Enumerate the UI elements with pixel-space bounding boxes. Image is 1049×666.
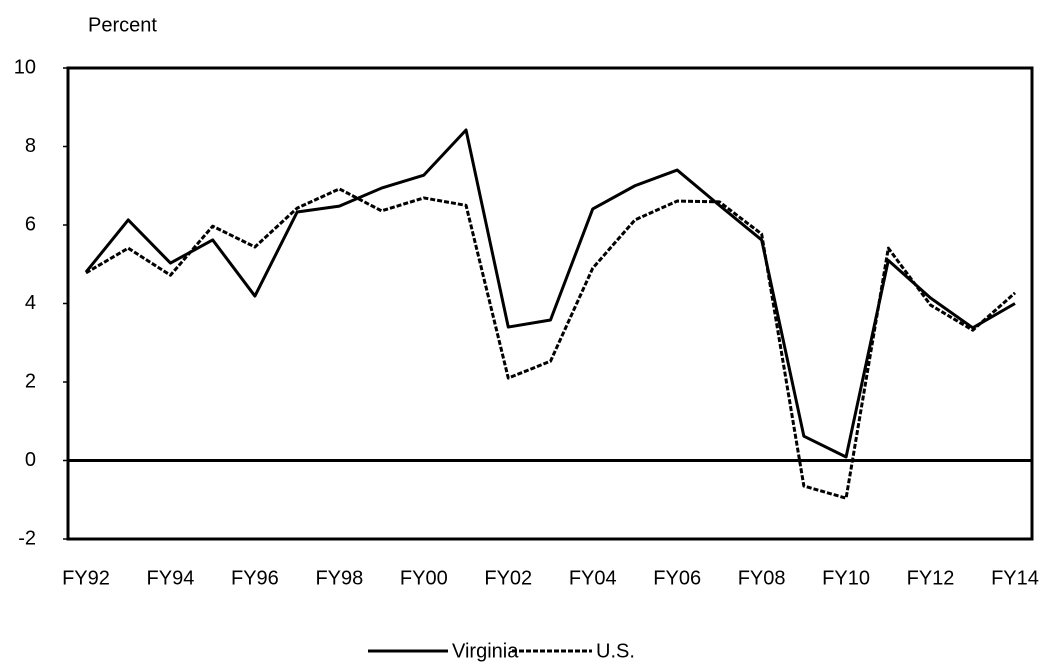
legend-label: U.S. [596, 640, 635, 662]
x-tick-label: FY92 [62, 567, 110, 589]
y-tick-label: 2 [25, 370, 36, 392]
x-tick-label: FY14 [991, 567, 1039, 589]
x-tick-label: FY98 [315, 567, 363, 589]
series-line [85, 187, 1016, 500]
legend-label: Virginia [452, 640, 519, 662]
y-tick-label: 0 [25, 449, 36, 471]
y-axis-label: Percent [88, 14, 157, 36]
x-tick-label: FY96 [231, 567, 279, 589]
x-tick-label: FY12 [907, 567, 955, 589]
y-tick-label: 6 [25, 213, 36, 235]
series-line [84, 128, 1016, 459]
x-tick-label: FY10 [822, 567, 870, 589]
x-tick-label: FY94 [147, 567, 195, 589]
y-tick-label: 4 [25, 292, 36, 314]
x-tick-label: FY02 [484, 567, 532, 589]
plot-frame [66, 66, 1034, 541]
x-tick-label: FY04 [569, 567, 617, 589]
x-tick-label: FY00 [400, 567, 448, 589]
y-tick-label: 10 [14, 56, 36, 78]
y-tick-label: -2 [18, 527, 36, 549]
x-tick-label: FY08 [738, 567, 786, 589]
y-tick-label: 8 [25, 135, 36, 157]
x-tick-label: FY06 [653, 567, 701, 589]
